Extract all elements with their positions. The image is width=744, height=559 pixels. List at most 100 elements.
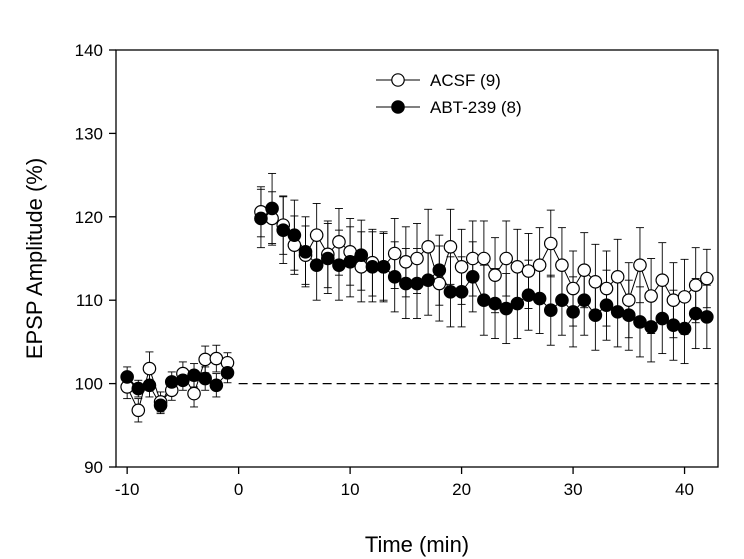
filled-point <box>622 308 636 323</box>
data-points-layer <box>120 201 714 418</box>
filled-point <box>220 365 235 380</box>
x-axis-label: Time (min) <box>365 532 469 557</box>
y-tick-label: 90 <box>84 458 103 477</box>
filled-point <box>633 315 647 329</box>
x-tick-label: 20 <box>452 480 471 499</box>
y-tick-label: 100 <box>75 375 103 394</box>
filled-point <box>354 248 369 262</box>
filled-point <box>332 258 346 272</box>
filled-point <box>465 270 480 284</box>
filled-point <box>588 308 603 323</box>
filled-point <box>677 321 692 336</box>
open-point <box>142 361 157 376</box>
filled-point <box>287 228 302 242</box>
open-point <box>499 251 513 266</box>
filled-point <box>120 370 134 384</box>
open-point <box>488 268 502 282</box>
x-tick-label: -10 <box>115 480 140 499</box>
y-tick-label: 120 <box>75 208 103 227</box>
filled-point <box>521 288 536 302</box>
open-point <box>187 386 201 401</box>
filled-point <box>265 201 279 216</box>
open-point <box>588 275 603 289</box>
filled-point <box>399 276 413 291</box>
filled-point <box>443 285 458 299</box>
filled-point <box>655 311 670 326</box>
open-point <box>521 264 536 278</box>
filled-point <box>566 305 580 319</box>
open-point <box>655 273 670 287</box>
axis-ticks-layer: -10 0 10 20 30 40 90 100 110 120 130 140 <box>75 41 694 499</box>
open-point <box>354 260 369 274</box>
filled-point <box>432 263 447 277</box>
filled-point <box>488 296 502 311</box>
filled-point <box>376 260 391 274</box>
open-point <box>421 240 435 254</box>
filled-point <box>454 285 469 299</box>
open-point <box>677 290 692 304</box>
legend-label: ACSF (9) <box>430 71 501 90</box>
open-point <box>688 278 703 292</box>
filled-point <box>176 373 190 388</box>
legend-marker <box>391 73 405 87</box>
x-tick-label: 10 <box>341 480 360 499</box>
filled-point <box>254 211 268 226</box>
y-tick-label: 110 <box>76 291 103 310</box>
filled-point <box>610 305 625 319</box>
open-point <box>532 258 547 272</box>
filled-point <box>666 318 681 333</box>
open-point <box>399 255 413 269</box>
open-point <box>622 293 636 307</box>
filled-point <box>131 381 146 396</box>
open-point <box>477 251 491 266</box>
open-point <box>644 289 658 303</box>
filled-point <box>421 273 435 287</box>
open-point <box>610 270 625 284</box>
open-point <box>566 281 580 296</box>
x-tick-label: 0 <box>234 480 243 499</box>
legend-label: ABT-239 (8) <box>430 98 522 117</box>
open-point <box>599 281 614 296</box>
filled-point <box>387 270 402 284</box>
filled-point <box>309 258 324 272</box>
filled-point <box>555 293 569 307</box>
filled-point <box>477 293 491 307</box>
y-axis-label: EPSP Amplitude (%) <box>22 158 47 359</box>
filled-point <box>209 378 224 393</box>
open-point <box>332 235 346 249</box>
x-tick-label: 30 <box>564 480 583 499</box>
filled-point <box>577 293 592 307</box>
x-tick-label: 40 <box>675 480 694 499</box>
open-point <box>309 228 324 242</box>
y-tick-label: 130 <box>75 124 103 143</box>
y-tick-label: 140 <box>75 41 103 60</box>
filled-point <box>644 320 658 334</box>
filled-point <box>298 245 313 259</box>
filled-point <box>532 291 547 306</box>
open-point <box>131 403 146 418</box>
legend-marker <box>391 100 405 114</box>
plot-frame <box>115 49 719 468</box>
open-point <box>454 260 469 274</box>
filled-point <box>410 276 424 291</box>
filled-point <box>187 368 201 383</box>
filled-point <box>599 298 614 313</box>
filled-point <box>543 303 558 318</box>
filled-point <box>343 255 357 269</box>
filled-point <box>153 398 168 413</box>
filled-point <box>499 301 513 316</box>
open-point <box>700 271 714 286</box>
filled-point <box>688 306 703 321</box>
filled-point <box>321 251 335 266</box>
filled-point <box>164 375 179 389</box>
open-point <box>577 263 592 277</box>
open-point <box>555 258 569 272</box>
filled-point <box>700 310 714 324</box>
filled-point <box>510 296 525 311</box>
filled-point <box>365 260 380 274</box>
open-point <box>666 293 681 307</box>
legend: ACSF (9) ABT-239 (8) <box>376 71 522 117</box>
filled-point <box>276 223 291 237</box>
filled-point <box>142 378 157 393</box>
